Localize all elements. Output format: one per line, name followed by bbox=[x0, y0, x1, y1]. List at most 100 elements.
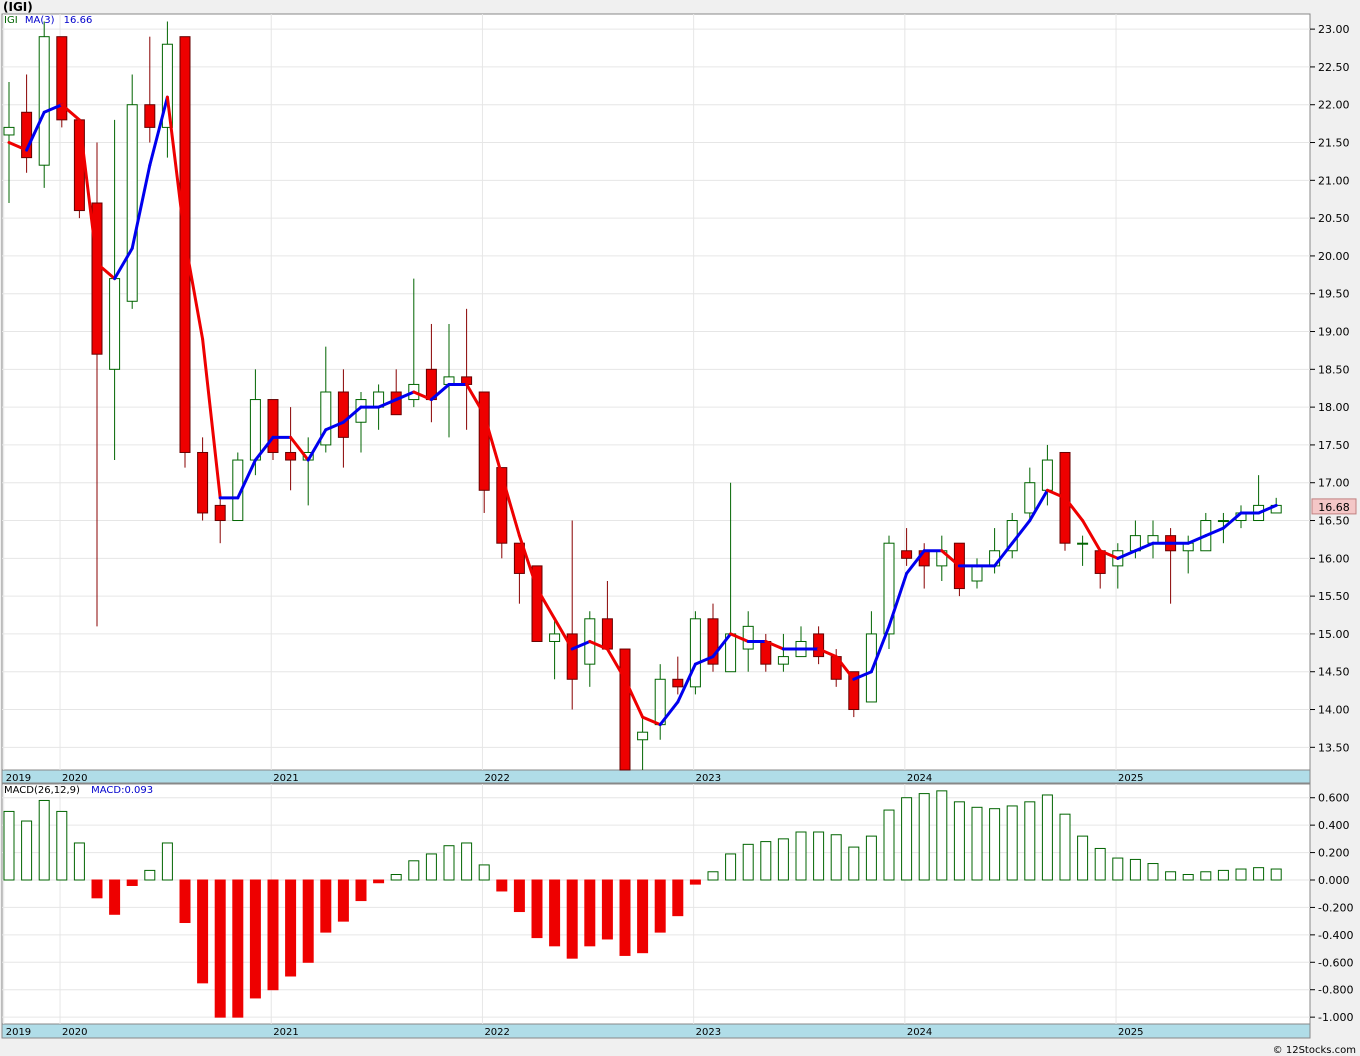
x-tick-label: 2021 bbox=[273, 1027, 298, 1038]
candle-body bbox=[813, 633, 825, 658]
y-tick-label: 15.00 bbox=[1318, 628, 1350, 641]
macd-bar bbox=[971, 806, 983, 881]
macd-bar bbox=[1006, 805, 1018, 881]
macd-bar bbox=[901, 797, 913, 881]
ma-segment bbox=[1186, 534, 1208, 545]
ma-segment bbox=[764, 639, 785, 651]
macd-bar bbox=[777, 838, 789, 881]
macd-bar bbox=[109, 879, 121, 915]
ma-segment bbox=[711, 632, 733, 659]
candle-body bbox=[161, 43, 173, 128]
ma-segment bbox=[394, 390, 416, 402]
macd-y-tick-label: 0.200 bbox=[1318, 847, 1350, 860]
ma-segment bbox=[201, 337, 222, 500]
macd-bar bbox=[1165, 871, 1177, 881]
macd-bar bbox=[1077, 835, 1089, 881]
ma-segment bbox=[1081, 519, 1102, 553]
candle-body bbox=[760, 640, 772, 665]
candle-body bbox=[883, 542, 895, 635]
candle-body bbox=[619, 648, 631, 771]
macd-bar bbox=[443, 845, 455, 881]
legend-ma-value: 16.66 bbox=[63, 15, 93, 26]
candle-body bbox=[901, 550, 913, 559]
macd-bar bbox=[795, 831, 807, 881]
macd-bar bbox=[531, 879, 543, 939]
macd-bar bbox=[496, 879, 508, 892]
macd-bar bbox=[918, 793, 930, 881]
macd-y-tick-label: -1.000 bbox=[1318, 1011, 1353, 1024]
macd-bar bbox=[1112, 857, 1124, 881]
candle-body bbox=[672, 678, 684, 688]
y-tick-label: 19.50 bbox=[1318, 288, 1350, 301]
macd-bar bbox=[285, 879, 297, 977]
date-axis-band bbox=[1, 769, 1311, 784]
macd-legend-label: MACD(26,12,9) bbox=[4, 785, 80, 796]
macd-bar bbox=[337, 879, 349, 922]
macd-bar bbox=[373, 879, 385, 884]
ma-segment bbox=[553, 617, 574, 651]
macd-bar bbox=[179, 879, 191, 924]
candle-body bbox=[566, 633, 578, 680]
ma-segment bbox=[852, 670, 873, 681]
candle-body bbox=[267, 399, 279, 453]
date-axis-band-bottom bbox=[1, 1023, 1311, 1039]
macd-bar bbox=[302, 879, 314, 963]
ma-segment bbox=[729, 632, 750, 643]
candle-body bbox=[601, 618, 613, 650]
candle-body bbox=[56, 36, 68, 121]
macd-bar bbox=[1024, 801, 1036, 881]
ma-segment bbox=[693, 655, 715, 666]
y-tick-label: 18.00 bbox=[1318, 401, 1350, 414]
ma-segment bbox=[77, 118, 99, 265]
candle-body bbox=[320, 391, 332, 446]
copyright: © 12Stocks.com bbox=[1272, 1045, 1356, 1056]
candle-body bbox=[549, 633, 561, 642]
x-tick-label: 2020 bbox=[62, 773, 87, 784]
macd-bar bbox=[21, 820, 33, 881]
candle-body bbox=[689, 618, 701, 688]
candle-body bbox=[848, 671, 860, 711]
candle-body bbox=[38, 36, 50, 166]
ma-segment bbox=[165, 95, 187, 243]
y-tick-label: 21.50 bbox=[1318, 137, 1350, 150]
macd-bar bbox=[249, 879, 261, 999]
svg-text:16.68: 16.68 bbox=[1318, 501, 1350, 514]
macd-bar bbox=[1041, 794, 1053, 881]
macd-bar bbox=[1059, 813, 1071, 881]
ma-segment bbox=[1098, 549, 1120, 560]
x-tick-label: 2024 bbox=[907, 773, 932, 784]
macd-bar bbox=[161, 842, 173, 881]
candle-body bbox=[73, 119, 85, 212]
macd-bar bbox=[1270, 868, 1282, 881]
macd-y-tick-label: 0.600 bbox=[1318, 792, 1350, 805]
y-tick-label: 14.50 bbox=[1318, 666, 1350, 679]
candle-body bbox=[1041, 459, 1053, 491]
macd-bar bbox=[848, 846, 860, 881]
ma-segment bbox=[130, 163, 152, 250]
macd-bar bbox=[672, 879, 684, 917]
ma-segment bbox=[905, 549, 926, 575]
candle-body bbox=[249, 399, 261, 461]
x-tick-label: 2019 bbox=[6, 1027, 31, 1038]
candle-body bbox=[144, 104, 156, 128]
ma-segment bbox=[1221, 511, 1243, 530]
x-tick-label: 2020 bbox=[62, 1027, 87, 1038]
macd-bar bbox=[989, 808, 1001, 881]
macd-bar bbox=[320, 879, 332, 933]
candle-body bbox=[390, 391, 402, 416]
macd-bar bbox=[425, 853, 437, 881]
macd-y-tick-label: -0.400 bbox=[1318, 929, 1353, 942]
macd-bar bbox=[355, 879, 367, 902]
ma-segment bbox=[658, 700, 680, 727]
macd-bar bbox=[3, 810, 15, 881]
x-tick-label: 2023 bbox=[696, 773, 721, 784]
ma-segment bbox=[1028, 488, 1049, 523]
y-tick-label: 22.50 bbox=[1318, 61, 1350, 74]
y-tick-label: 16.50 bbox=[1318, 515, 1350, 528]
macd-bar bbox=[408, 860, 420, 881]
ma-segment bbox=[95, 261, 117, 281]
macd-y-tick-label: -0.800 bbox=[1318, 984, 1353, 997]
macd-bar bbox=[725, 853, 737, 881]
ma-segment bbox=[1116, 549, 1137, 560]
